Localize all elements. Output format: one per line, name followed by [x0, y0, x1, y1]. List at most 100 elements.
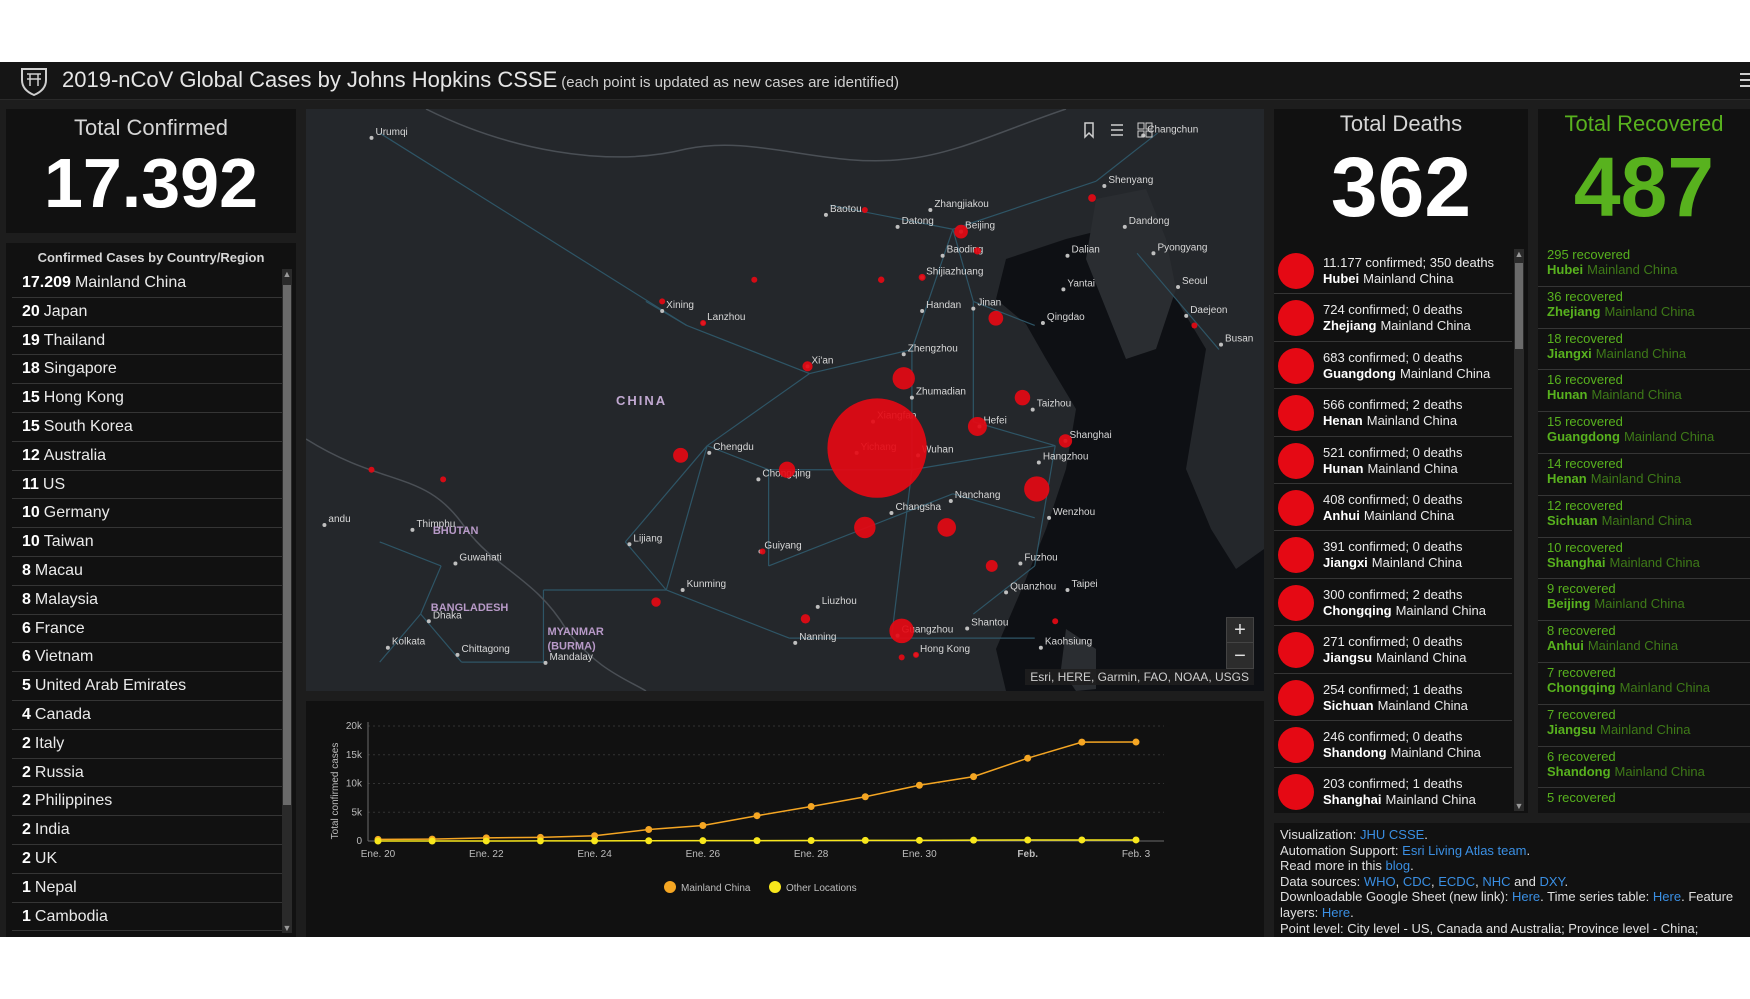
death-list-item[interactable]: 203 confirmed; 1 deaths Shanghai Mainland …: [1274, 768, 1512, 813]
case-bubble[interactable]: [778, 461, 796, 478]
legend-swatch[interactable]: [769, 881, 781, 893]
country-row[interactable]: 1 Nepal: [12, 874, 286, 903]
blog-link[interactable]: blog: [1385, 858, 1411, 874]
case-bubble[interactable]: [368, 466, 375, 473]
case-bubble[interactable]: [1058, 434, 1073, 448]
recovered-list-item[interactable]: 8 recovered Anhui Mainland China: [1538, 621, 1750, 663]
case-bubble[interactable]: [751, 276, 758, 283]
case-bubble[interactable]: [898, 654, 905, 661]
death-list-item[interactable]: 683 confirmed; 0 deaths Guangdong Mainland…: [1274, 342, 1512, 390]
list-icon[interactable]: [1106, 119, 1128, 141]
country-list-scroll-thumb[interactable]: [283, 285, 291, 805]
country-row[interactable]: 4 Canada: [12, 701, 286, 730]
country-row[interactable]: 8 Malaysia: [12, 586, 286, 615]
deaths-list-scroll-thumb[interactable]: [1515, 263, 1523, 349]
country-row[interactable]: 1 Cambodia: [12, 903, 286, 932]
case-bubble[interactable]: [1052, 618, 1059, 625]
case-bubble[interactable]: [802, 361, 813, 372]
country-row[interactable]: 11 US: [12, 471, 286, 500]
feature-layers-link[interactable]: Here: [1321, 904, 1351, 920]
death-list-item[interactable]: 521 confirmed; 0 deaths Hunan Mainland Chi…: [1274, 437, 1512, 484]
case-bubble[interactable]: [988, 310, 1004, 326]
country-row[interactable]: 15 Hong Kong: [12, 384, 286, 413]
case-bubble[interactable]: [1191, 322, 1198, 329]
case-bubble[interactable]: [967, 416, 987, 436]
case-bubble[interactable]: [759, 548, 766, 555]
recovered-list-item[interactable]: 12 recovered Sichuan Mainland China: [1538, 496, 1750, 538]
case-bubble[interactable]: [827, 398, 927, 498]
recovered-list-item[interactable]: 16 recovered Hunan Mainland China: [1538, 370, 1750, 413]
death-list-item[interactable]: 408 confirmed; 0 deaths Anhui Mainland Chi…: [1274, 484, 1512, 532]
country-list[interactable]: 17.209 Mainland China 20 Japan 19 Thailand 18 S…: [12, 269, 286, 932]
death-list-item[interactable]: 11.177 confirmed; 350 deaths Hubei Mainlan…: [1274, 247, 1512, 295]
case-bubble[interactable]: [854, 516, 876, 539]
deaths-scroll-down-icon[interactable]: ▼: [1514, 801, 1524, 811]
case-bubble[interactable]: [659, 298, 666, 305]
google-sheet-link[interactable]: Here: [1511, 889, 1541, 905]
recovered-list-item[interactable]: 15 recovered Guangdong Mainland China: [1538, 412, 1750, 454]
country-row[interactable]: 5 United Arab Emirates: [12, 672, 286, 701]
country-row[interactable]: 2 Philippines: [12, 787, 286, 817]
case-bubble[interactable]: [954, 224, 968, 239]
death-list-item[interactable]: 271 confirmed; 0 deaths Jiangsu Mainland C…: [1274, 626, 1512, 674]
country-row[interactable]: 6 France: [12, 615, 286, 644]
who-link[interactable]: WHO: [1363, 873, 1396, 889]
cdc-link[interactable]: CDC: [1402, 873, 1432, 889]
map-case-bubbles[interactable]: [368, 109, 1198, 661]
case-bubble[interactable]: [861, 207, 868, 214]
recovered-list-item[interactable]: 14 recovered Henan Mainland China: [1538, 454, 1750, 496]
jhu-csse-link[interactable]: JHU CSSE: [1360, 827, 1425, 842]
death-list-item[interactable]: 246 confirmed; 0 deaths Shandong Mainland …: [1274, 721, 1512, 769]
deaths-list[interactable]: 11.177 confirmed; 350 deaths Hubei Mainlan…: [1274, 247, 1512, 813]
case-bubble[interactable]: [918, 273, 926, 281]
recovered-list-item[interactable]: 18 recovered Jiangxi Mainland China: [1538, 329, 1750, 371]
recovered-list-item[interactable]: 10 recovered Shanghai Mainland China: [1538, 538, 1750, 580]
country-row[interactable]: 10 Taiwan: [12, 528, 286, 557]
country-row[interactable]: 10 Germany: [12, 499, 286, 529]
case-bubble[interactable]: [913, 651, 920, 658]
country-row[interactable]: 6 Vietnam: [12, 643, 286, 673]
legend-label[interactable]: Other Locations: [786, 883, 857, 894]
case-bubble[interactable]: [892, 367, 915, 390]
dxy-link[interactable]: DXY: [1539, 873, 1565, 889]
recovered-list-item[interactable]: 6 recovered Shandong Mainland China: [1538, 747, 1750, 789]
case-bubble[interactable]: [1024, 476, 1050, 502]
case-bubble[interactable]: [673, 447, 689, 463]
country-row[interactable]: 2 Russia: [12, 759, 286, 788]
recovered-list-item[interactable]: 7 recovered Chongqing Mainland China: [1538, 663, 1750, 705]
country-row[interactable]: 2 UK: [12, 845, 286, 874]
country-row[interactable]: 8 Macau: [12, 557, 286, 586]
esri-living-atlas-link[interactable]: Esri Living Atlas team: [1402, 842, 1527, 858]
death-list-item[interactable]: 724 confirmed; 0 deaths Zhejiang Mainland …: [1274, 294, 1512, 342]
case-bubble[interactable]: [700, 320, 707, 327]
chart-legend[interactable]: Mainland China Other Locations: [664, 881, 857, 894]
scroll-down-icon[interactable]: ▼: [282, 923, 292, 933]
map-canvas[interactable]: Urumqi Changchun Shenyang Baotou Zhangjiakou…: [306, 109, 1264, 691]
ecdc-link[interactable]: ECDC: [1438, 873, 1476, 889]
death-list-item[interactable]: 566 confirmed; 2 deaths Henan Mainland Chi…: [1274, 389, 1512, 437]
recovered-list-item[interactable]: 36 recovered Zhejiang Mainland China: [1538, 287, 1750, 329]
case-bubble[interactable]: [877, 276, 885, 283]
menu-icon[interactable]: [1740, 71, 1750, 89]
country-row[interactable]: 18 Singapore: [12, 355, 286, 385]
nhc-link[interactable]: NHC: [1482, 873, 1511, 889]
case-bubble[interactable]: [889, 618, 914, 644]
case-bubble[interactable]: [651, 597, 661, 607]
recovered-list-item[interactable]: 9 recovered Beijing Mainland China: [1538, 579, 1750, 622]
case-bubble[interactable]: [985, 560, 998, 572]
recovered-list-item[interactable]: 7 recovered Jiangsu Mainland China: [1538, 705, 1750, 747]
country-row[interactable]: 2 Italy: [12, 730, 286, 759]
scroll-up-icon[interactable]: ▲: [282, 269, 292, 279]
country-row[interactable]: 20 Japan: [12, 298, 286, 327]
zoom-in-button[interactable]: +: [1227, 618, 1253, 643]
case-bubble[interactable]: [973, 247, 982, 255]
case-bubble[interactable]: [800, 614, 811, 624]
legend-label[interactable]: Mainland China: [681, 883, 751, 894]
country-row[interactable]: 19 Thailand: [12, 327, 286, 356]
country-row[interactable]: 17.209 Mainland China: [12, 269, 286, 298]
recovered-list[interactable]: 295 recovered Hubei Mainland China 36 recov…: [1538, 245, 1750, 813]
country-row[interactable]: 2 India: [12, 816, 286, 845]
deaths-scroll-up-icon[interactable]: ▲: [1514, 249, 1524, 259]
bookmark-icon[interactable]: [1078, 119, 1100, 141]
death-list-item[interactable]: 300 confirmed; 2 deaths Chongqing Mainland…: [1274, 579, 1512, 627]
